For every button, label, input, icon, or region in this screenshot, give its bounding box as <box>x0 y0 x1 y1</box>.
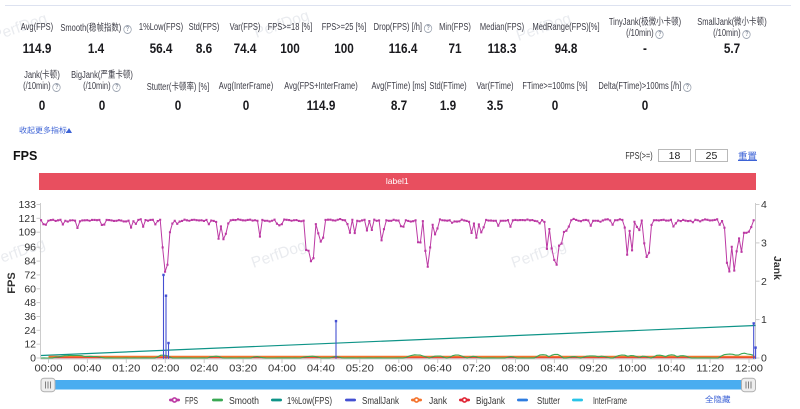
svg-text:FPS: FPS <box>6 272 18 293</box>
svg-text:84: 84 <box>24 256 36 268</box>
svg-text:12: 12 <box>24 339 36 351</box>
svg-text:08:00: 08:00 <box>502 363 530 375</box>
svg-text:0: 0 <box>761 353 767 365</box>
svg-text:06:40: 06:40 <box>424 363 452 375</box>
svg-text:FPS: FPS <box>185 395 198 407</box>
svg-text:08:40: 08:40 <box>540 363 568 375</box>
svg-text:02:40: 02:40 <box>190 363 218 375</box>
svg-text:1: 1 <box>761 314 767 326</box>
svg-text:Smooth: Smooth <box>229 395 259 407</box>
svg-text:133: 133 <box>18 199 36 211</box>
svg-text:11:20: 11:20 <box>696 363 724 375</box>
svg-text:Stutter: Stutter <box>537 395 560 407</box>
svg-text:04:00: 04:00 <box>268 363 296 375</box>
svg-text:SmallJank: SmallJank <box>362 395 400 407</box>
svg-text:96: 96 <box>24 242 36 254</box>
svg-text:24: 24 <box>24 325 36 337</box>
svg-text:10:00: 10:00 <box>618 363 646 375</box>
svg-text:72: 72 <box>24 269 36 281</box>
svg-text:12:00: 12:00 <box>735 363 763 375</box>
svg-text:01:20: 01:20 <box>112 363 140 375</box>
svg-text:121: 121 <box>18 213 36 225</box>
svg-text:Jank: Jank <box>429 395 448 407</box>
svg-text:BigJank: BigJank <box>476 395 506 407</box>
svg-text:05:20: 05:20 <box>346 363 374 375</box>
svg-text:00:00: 00:00 <box>35 363 63 375</box>
svg-text:0: 0 <box>30 353 36 365</box>
svg-text:InterFrame: InterFrame <box>593 395 627 407</box>
svg-text:3: 3 <box>761 237 767 249</box>
svg-text:60: 60 <box>24 283 36 295</box>
svg-text:00:40: 00:40 <box>73 363 101 375</box>
svg-text:109: 109 <box>18 227 36 239</box>
svg-text:48: 48 <box>24 297 36 309</box>
svg-text:Jank: Jank <box>771 256 783 280</box>
svg-text:03:20: 03:20 <box>229 363 257 375</box>
svg-text:2: 2 <box>761 276 767 288</box>
svg-text:4: 4 <box>761 199 767 211</box>
svg-text:10:40: 10:40 <box>657 363 685 375</box>
svg-text:06:00: 06:00 <box>385 363 413 375</box>
svg-text:1%Low(FPS): 1%Low(FPS) <box>287 395 332 407</box>
svg-text:36: 36 <box>24 311 36 323</box>
svg-text:09:20: 09:20 <box>579 363 607 375</box>
svg-text:04:40: 04:40 <box>307 363 335 375</box>
svg-text:02:00: 02:00 <box>151 363 179 375</box>
svg-text:07:20: 07:20 <box>463 363 491 375</box>
